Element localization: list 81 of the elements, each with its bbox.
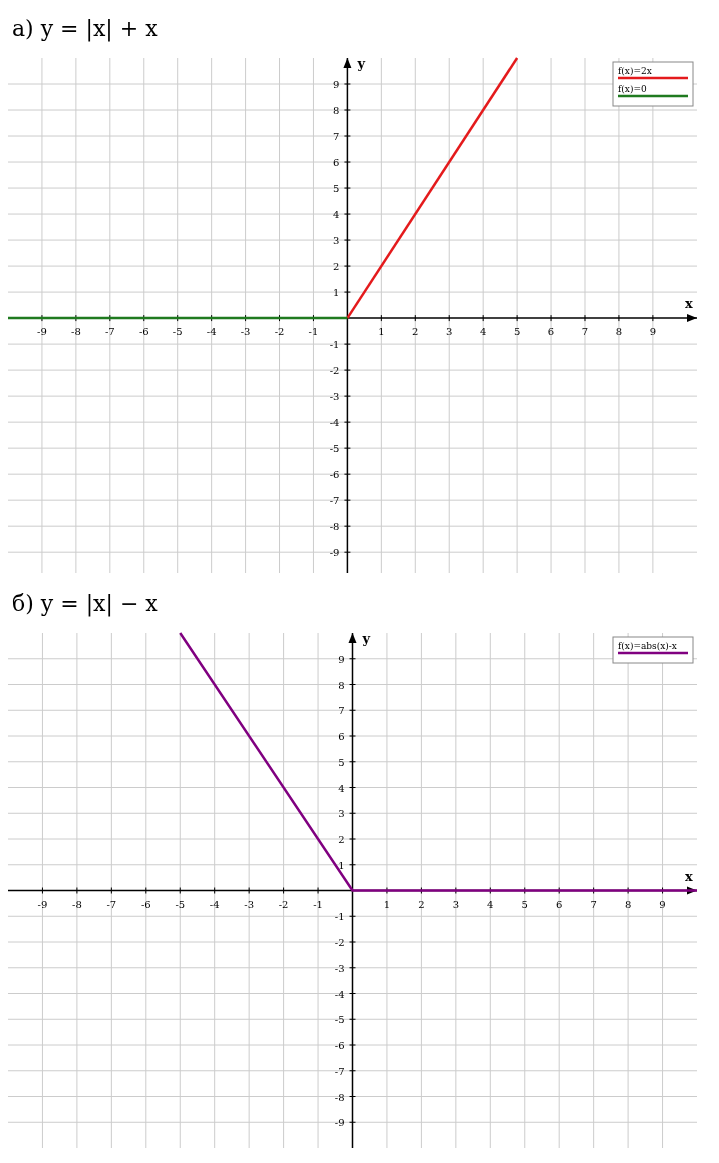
x-tick-label: -9 [37, 898, 48, 910]
x-tick-label: -6 [138, 326, 149, 338]
y-tick-label: 3 [333, 235, 340, 247]
y-axis-title: y [356, 56, 366, 71]
text: f(x)=0 [618, 84, 647, 94]
y-tick-label: 2 [338, 834, 345, 845]
y-tick-label: -6 [334, 1040, 345, 1051]
y-tick-label: 6 [338, 731, 345, 742]
x-tick-label: 2 [418, 898, 425, 910]
text: f(x)=abs(x)-x [618, 641, 677, 651]
x-tick-label: -7 [104, 326, 115, 338]
y-tick-label: 4 [338, 782, 345, 794]
y-tick-label: -9 [334, 1117, 345, 1129]
x-tick-label: -3 [244, 898, 255, 910]
y-tick-label: 5 [338, 756, 345, 768]
y-tick-label: 5 [333, 183, 340, 195]
y-tick-label: -2 [329, 365, 340, 377]
y-tick-label: -4 [329, 417, 340, 429]
x-tick-label: 8 [624, 898, 632, 910]
x-tick-label: -1 [313, 898, 323, 910]
x-tick-label: 3 [452, 898, 460, 910]
x-tick-label: -5 [175, 898, 186, 910]
y-tick-label: 4 [333, 209, 340, 221]
y-tick-label: 2 [333, 261, 340, 273]
y-tick-label: 7 [338, 705, 345, 717]
y-tick-label: 9 [338, 653, 345, 665]
x-tick-label: 9 [649, 326, 657, 338]
x-tick-label: 4 [487, 898, 494, 910]
y-tick-label: -2 [334, 937, 345, 948]
x-tick-label: 5 [521, 898, 528, 910]
x-tick-label: -2 [278, 898, 289, 910]
chart-title: б) y = |x| − x [12, 591, 159, 617]
y-tick-label: -8 [334, 1091, 345, 1103]
x-tick-label: -1 [308, 326, 319, 338]
x-tick-label: 7 [581, 326, 589, 338]
y-tick-label: -9 [329, 547, 340, 559]
y-tick-label: -8 [329, 521, 340, 533]
y-tick-label: 3 [338, 808, 345, 820]
chart-title: а) y = |x| + x [12, 16, 159, 42]
x-axis-title: x [685, 868, 693, 884]
x-tick-label: 8 [615, 326, 623, 338]
x-tick-label: -4 [209, 898, 220, 910]
y-tick-label: -3 [334, 962, 345, 974]
y-tick-label: -7 [334, 1065, 345, 1077]
y-tick-label: 1 [333, 287, 340, 299]
y-tick-label: -1 [334, 911, 345, 923]
y-tick-label: -3 [329, 391, 340, 403]
x-tick-label: -5 [172, 326, 183, 338]
y-tick-label: 8 [338, 679, 345, 691]
x-tick-label: -8 [72, 898, 82, 910]
y-tick-label: -1 [329, 339, 340, 351]
x-tick-label: -3 [240, 326, 251, 338]
y-tick-label: 1 [338, 859, 345, 871]
x-tick-label: -8 [71, 326, 81, 338]
y-tick-label: 9 [333, 79, 340, 91]
x-tick-label: 3 [446, 326, 453, 338]
x-tick-label: 9 [659, 898, 666, 910]
y-axis-title: y [361, 631, 371, 646]
x-tick-label: 5 [513, 326, 521, 338]
x-tick-label: 2 [412, 326, 419, 338]
x-tick-label: -7 [106, 898, 117, 910]
x-tick-label: 6 [547, 326, 555, 338]
x-tick-label: -2 [274, 326, 285, 338]
x-tick-label: 7 [590, 898, 597, 910]
x-tick-label: -4 [206, 326, 217, 338]
y-tick-label: -5 [329, 443, 340, 455]
y-tick-label: -5 [334, 1014, 345, 1026]
y-tick-label: 7 [333, 131, 340, 143]
y-tick-label: 6 [333, 157, 340, 169]
y-tick-label: -6 [329, 469, 340, 481]
x-tick-label: 1 [378, 326, 385, 338]
y-tick-label: -4 [334, 988, 345, 1000]
x-tick-label: 4 [479, 326, 487, 338]
x-axis-title: x [685, 296, 693, 312]
x-tick-label: -9 [37, 326, 47, 338]
x-tick-label: 1 [383, 898, 391, 910]
x-tick-label: -6 [140, 898, 151, 910]
x-tick-label: 6 [556, 898, 563, 910]
text: f(x)=2x [618, 66, 652, 76]
y-tick-label: -7 [329, 495, 340, 507]
y-tick-label: 8 [333, 105, 340, 117]
